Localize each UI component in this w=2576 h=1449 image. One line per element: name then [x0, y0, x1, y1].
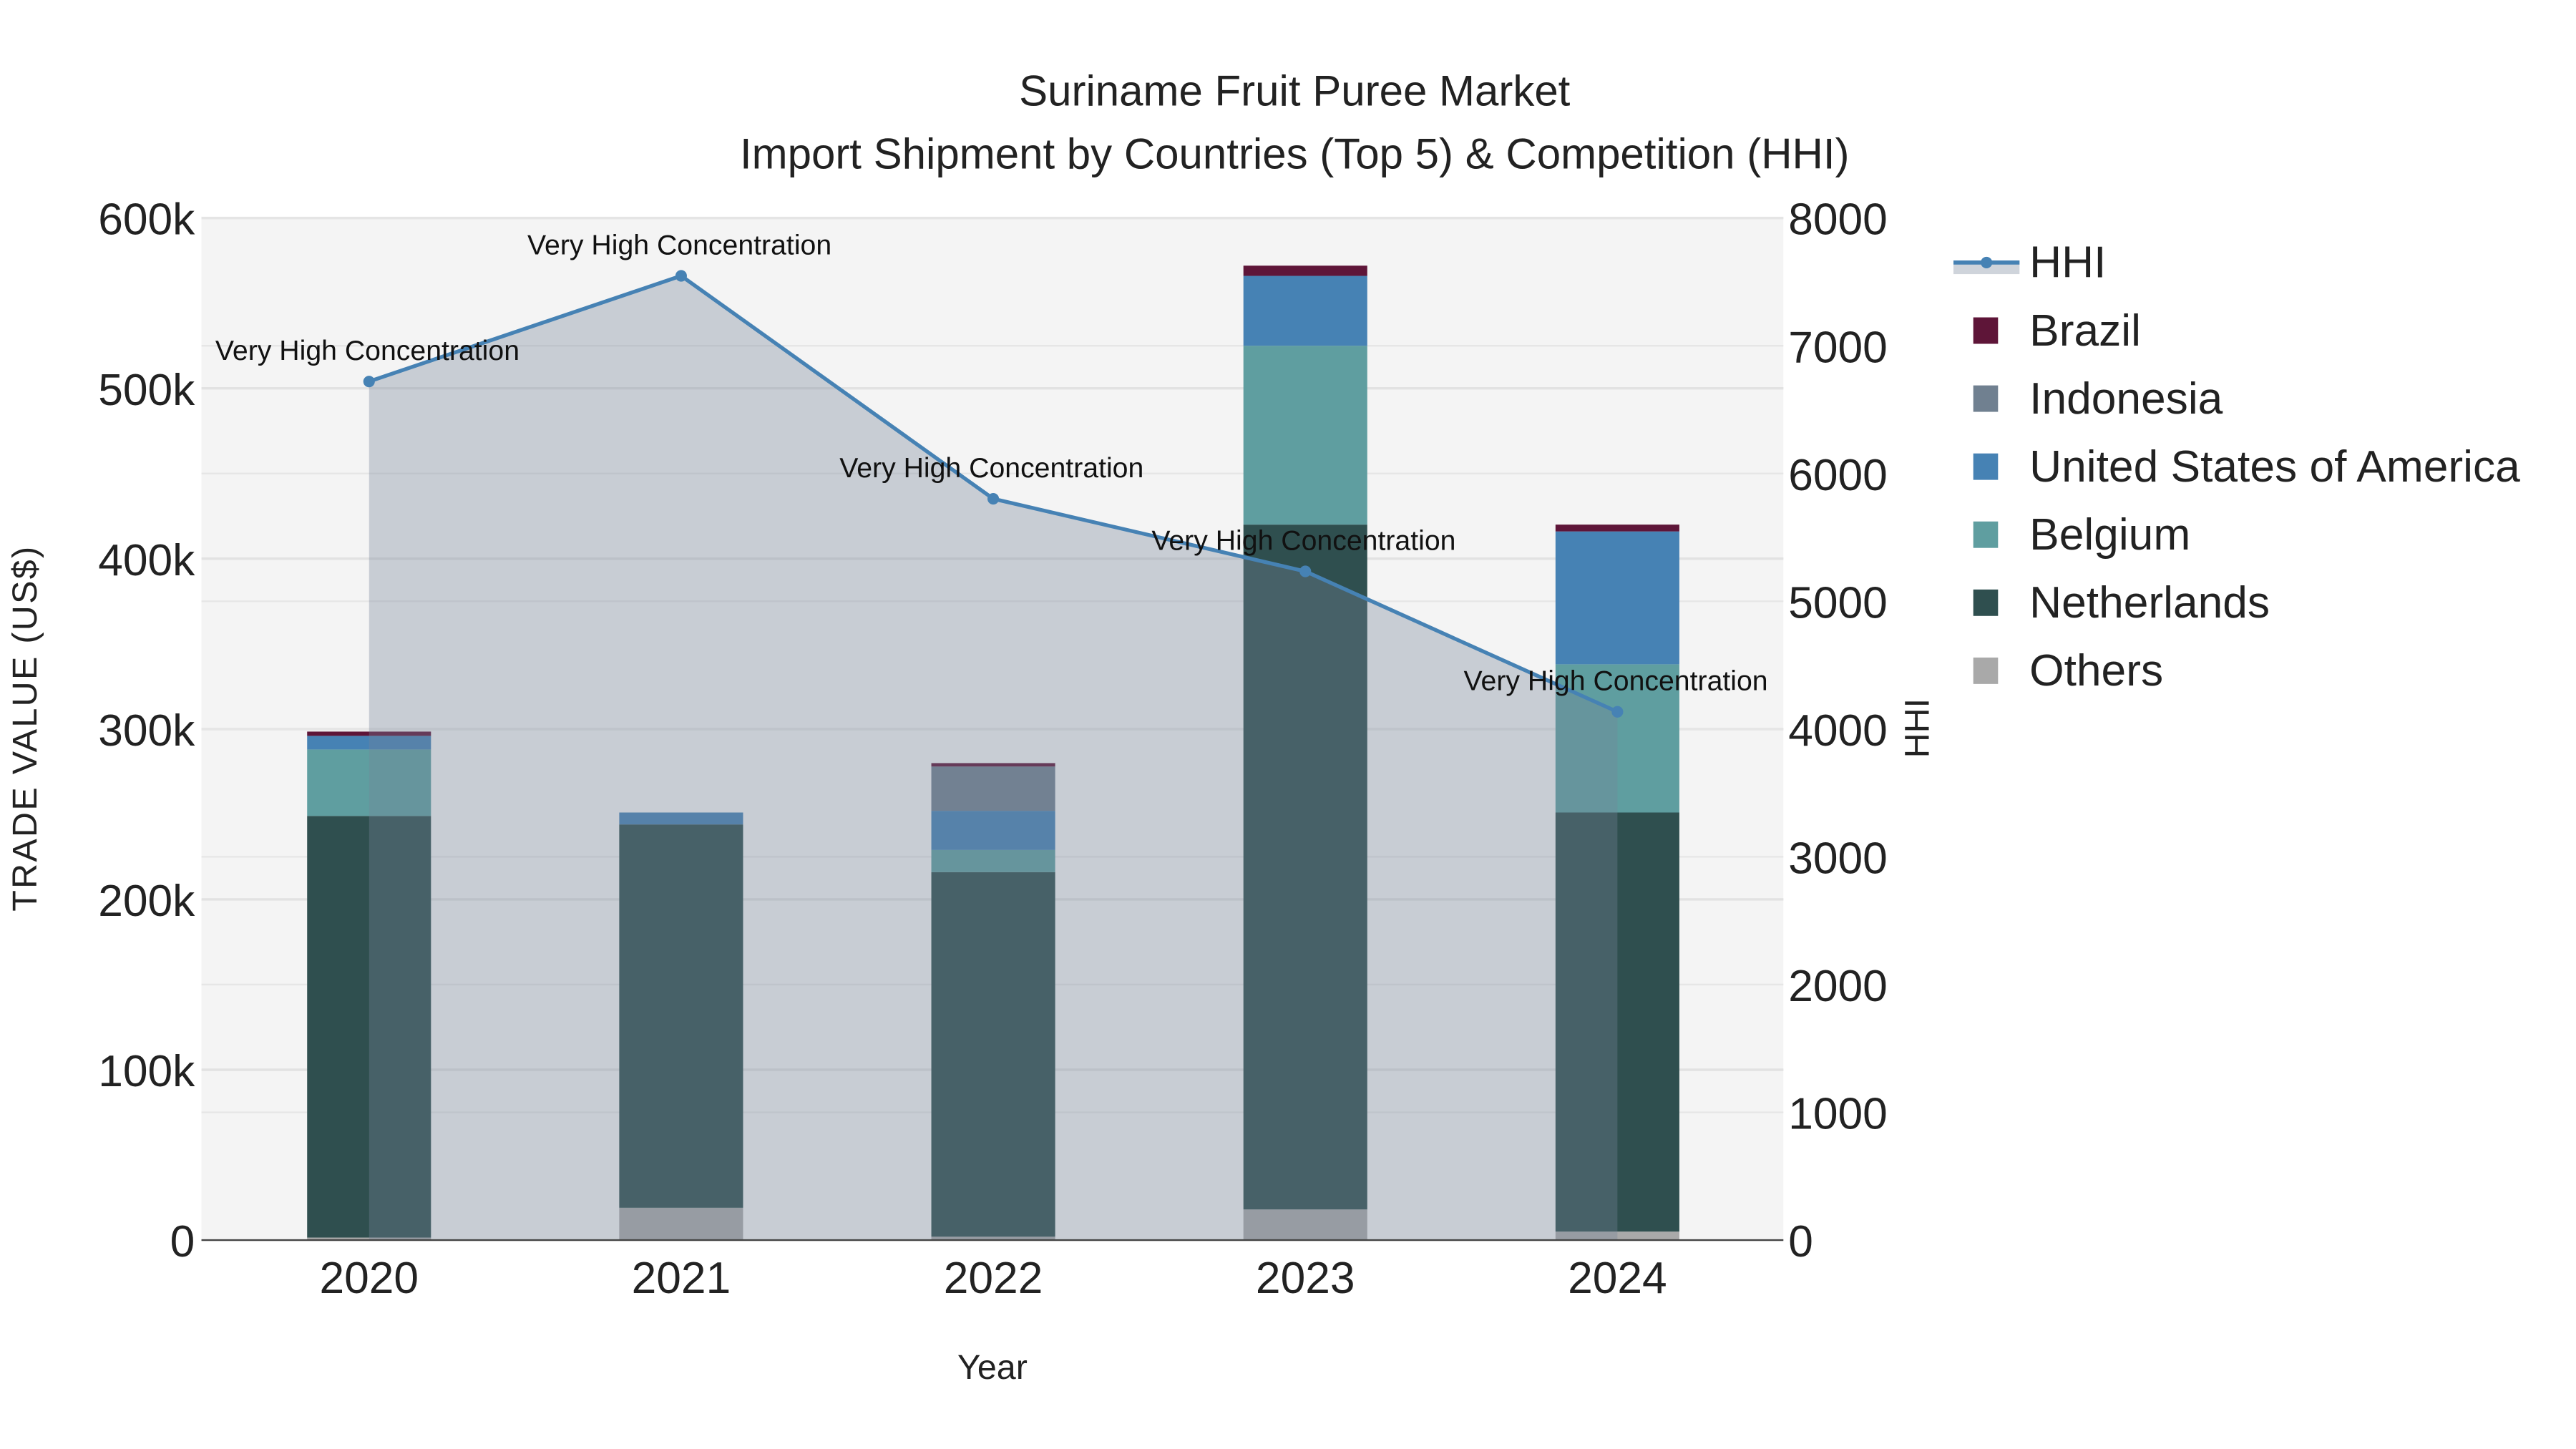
hhi-point	[675, 270, 687, 282]
legend-label: Brazil	[2029, 306, 2141, 356]
bar-brazil	[1243, 265, 1367, 276]
y-tick-label: 200k	[98, 877, 195, 926]
x-tick-label: 2022	[944, 1254, 1043, 1303]
legend-swatch-netherlands	[1973, 589, 1999, 616]
legend-label: HHI	[2029, 238, 2106, 288]
bar-brazil	[1555, 525, 1679, 532]
bar-netherlands	[307, 816, 431, 1238]
hhi-point	[1611, 706, 1624, 718]
legend-label: Belgium	[2029, 510, 2190, 560]
legend: HHI Brazil Indonesia United States of Ameri…	[1953, 238, 2520, 696]
hhi-point	[987, 493, 1000, 505]
bar-others	[619, 1207, 743, 1241]
legend-label: Others	[2029, 646, 2163, 696]
y2-tick-label: 4000	[1788, 706, 1888, 756]
bar-netherlands	[1243, 525, 1367, 1210]
hhi-annotation: Very High Concentration	[839, 452, 1143, 484]
legend-label: Indonesia	[2029, 374, 2223, 424]
bars	[307, 265, 1679, 1241]
bar-others	[931, 1236, 1055, 1241]
x-tick-label: 2024	[1568, 1254, 1667, 1303]
hhi-annotation: Very High Concentration	[1151, 525, 1455, 557]
y2-tick-label: 8000	[1788, 195, 1888, 245]
y-tick-label: 500k	[98, 366, 195, 415]
hhi-point	[1299, 565, 1312, 577]
bar-belgium	[931, 849, 1055, 872]
x-tick-label: 2021	[632, 1254, 731, 1303]
bar-others	[307, 1237, 431, 1241]
bar-brazil	[307, 731, 431, 736]
hhi-area-fill	[369, 275, 1618, 1241]
legend-swatch-belgium	[1973, 521, 1999, 548]
x-axis-label: Year	[957, 1348, 1028, 1387]
y2-axis-label: HHI	[1898, 698, 1936, 758]
legend-label: Netherlands	[2029, 578, 2270, 628]
y-axis-label: TRADE VALUE (US$)	[6, 545, 44, 912]
bar-united-states-of-america	[619, 812, 743, 825]
legend-swatch-indonesia	[1973, 385, 1999, 412]
bar-united-states-of-america	[1243, 275, 1367, 346]
bar-belgium	[1243, 346, 1367, 525]
y2-tick-label: 5000	[1788, 578, 1888, 628]
bar-netherlands	[619, 824, 743, 1208]
bar-brazil	[931, 763, 1055, 767]
y-tick-label: 0	[170, 1217, 195, 1267]
hhi-point	[363, 376, 375, 388]
bar-others	[1555, 1231, 1679, 1241]
y-tick-label: 400k	[98, 536, 195, 585]
bar-united-states-of-america	[307, 736, 431, 750]
bar-belgium	[307, 749, 431, 816]
x-tick-label: 2020	[319, 1254, 419, 1303]
y-tick-label: 300k	[98, 706, 195, 756]
legend-swatch-hhi-marker	[1981, 256, 1993, 268]
y2-tick-label: 1000	[1788, 1090, 1888, 1139]
bar-netherlands	[931, 872, 1055, 1237]
chart-title: Suriname Fruit Puree Market	[1019, 67, 1571, 115]
y2-tick-label: 3000	[1788, 834, 1888, 883]
chart-subtitle: Import Shipment by Countries (Top 5) & C…	[740, 130, 1850, 177]
hhi-area	[369, 275, 1618, 1241]
y-tick-label: 600k	[98, 195, 195, 245]
y-tick-label: 100k	[98, 1047, 195, 1096]
bar-others	[1243, 1209, 1367, 1241]
bar-belgium	[1555, 664, 1679, 813]
y2-tick-label: 2000	[1788, 962, 1888, 1011]
legend-label: United States of America	[2029, 442, 2520, 492]
y2-tick-label: 0	[1788, 1217, 1813, 1267]
hhi-line: Very High Concentration Very High Concent…	[215, 230, 1768, 718]
axis-ticks: 0 100k 200k 300k 400k 500k 600k 0 1000 2000 3000 40…	[98, 195, 1888, 1303]
x-tick-label: 2023	[1256, 1254, 1355, 1303]
bar-indonesia	[931, 766, 1055, 811]
y2-tick-label: 7000	[1788, 323, 1888, 372]
hhi-annotation: Very High Concentration	[1464, 665, 1768, 697]
y2-tick-label: 6000	[1788, 451, 1888, 500]
hhi-annotation: Very High Concentration	[215, 335, 519, 366]
hhi-annotation: Very High Concentration	[527, 230, 831, 261]
legend-swatch-others	[1973, 657, 1999, 684]
bar-united-states-of-america	[931, 811, 1055, 850]
legend-swatch-united-states-of-america	[1973, 453, 1999, 480]
bar-united-states-of-america	[1555, 531, 1679, 665]
legend-swatch-brazil	[1973, 317, 1999, 344]
bar-netherlands	[1555, 812, 1679, 1232]
